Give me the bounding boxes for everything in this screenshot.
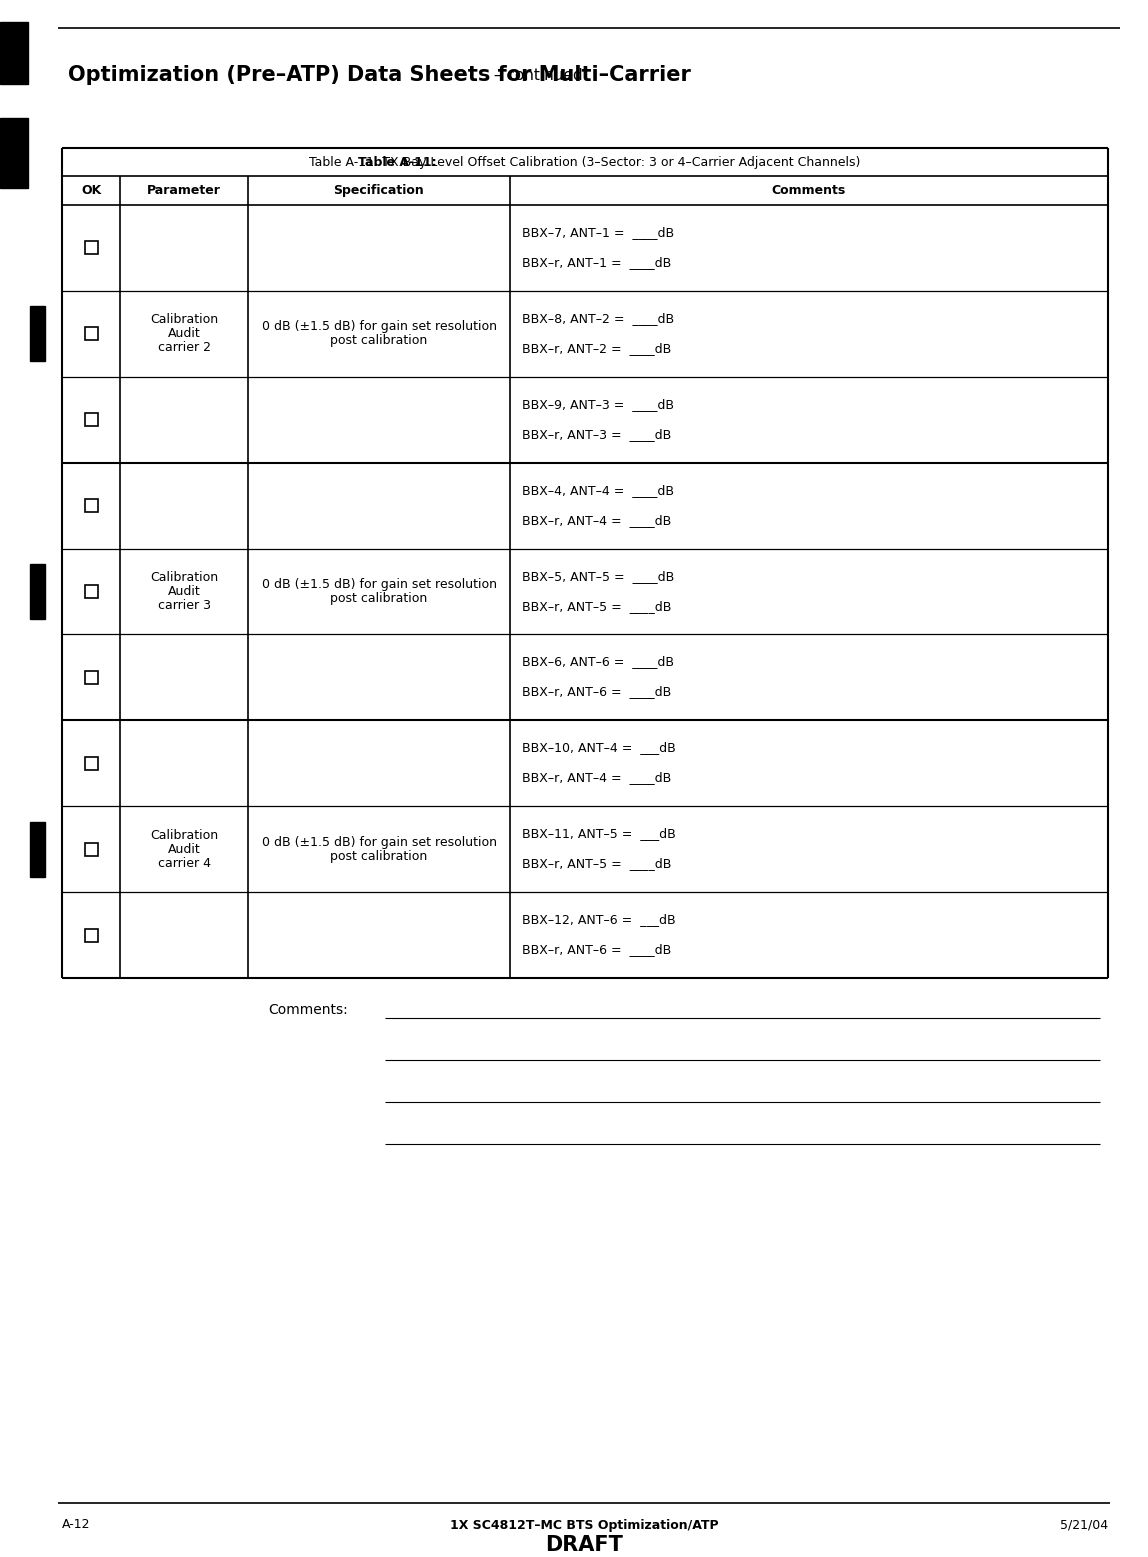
Text: BBX–r, ANT–6 =  ____dB: BBX–r, ANT–6 = ____dB bbox=[522, 685, 672, 699]
Bar bbox=[85, 500, 98, 512]
Bar bbox=[85, 327, 98, 341]
Bar bbox=[0, 118, 28, 188]
Text: Table A-11:: Table A-11: bbox=[358, 156, 437, 168]
Text: Optimization (Pre–ATP) Data Sheets for Multi–Carrier: Optimization (Pre–ATP) Data Sheets for M… bbox=[68, 65, 691, 86]
Text: DRAFT: DRAFT bbox=[545, 1535, 623, 1555]
Bar bbox=[30, 564, 45, 620]
Text: A: A bbox=[7, 44, 21, 62]
Text: Audit: Audit bbox=[168, 327, 201, 341]
Text: BBX–r, ANT–1 =  ____dB: BBX–r, ANT–1 = ____dB bbox=[522, 255, 672, 269]
Text: carrier 2: carrier 2 bbox=[157, 341, 210, 355]
Text: Calibration: Calibration bbox=[150, 828, 218, 842]
Bar bbox=[85, 842, 98, 856]
Text: BBX–r, ANT–2 =  ____dB: BBX–r, ANT–2 = ____dB bbox=[522, 343, 672, 355]
Bar bbox=[85, 241, 98, 254]
Text: BBX–r, ANT–6 =  ____dB: BBX–r, ANT–6 = ____dB bbox=[522, 944, 672, 956]
Text: BBX–9, ANT–3 =  ____dB: BBX–9, ANT–3 = ____dB bbox=[522, 397, 674, 411]
Text: OK: OK bbox=[80, 184, 101, 198]
Text: BBX–7, ANT–1 =  ____dB: BBX–7, ANT–1 = ____dB bbox=[522, 226, 674, 238]
Text: 5/21/04: 5/21/04 bbox=[1060, 1518, 1108, 1532]
Text: post calibration: post calibration bbox=[331, 592, 427, 606]
Text: 0 dB (±1.5 dB) for gain set resolution: 0 dB (±1.5 dB) for gain set resolution bbox=[262, 321, 496, 333]
Text: BBX–11, ANT–5 =  ___dB: BBX–11, ANT–5 = ___dB bbox=[522, 827, 676, 841]
Text: BBX–6, ANT–6 =  ____dB: BBX–6, ANT–6 = ____dB bbox=[522, 655, 674, 668]
Text: Specification: Specification bbox=[334, 184, 425, 198]
Text: Table A-11: TX Bay Level Offset Calibration (3–Sector: 3 or 4–Carrier Adjacent C: Table A-11: TX Bay Level Offset Calibrat… bbox=[309, 156, 861, 168]
Text: BBX–12, ANT–6 =  ___dB: BBX–12, ANT–6 = ___dB bbox=[522, 912, 676, 926]
Bar bbox=[30, 307, 45, 361]
Text: BBX–r, ANT–3 =  ____dB: BBX–r, ANT–3 = ____dB bbox=[522, 428, 672, 441]
Bar bbox=[85, 928, 98, 942]
Bar bbox=[30, 822, 45, 877]
Text: Parameter: Parameter bbox=[147, 184, 220, 198]
Text: post calibration: post calibration bbox=[331, 335, 427, 347]
Text: carrier 3: carrier 3 bbox=[157, 599, 210, 612]
Text: BBX–8, ANT–2 =  ____dB: BBX–8, ANT–2 = ____dB bbox=[522, 311, 674, 325]
Bar bbox=[0, 22, 28, 84]
Bar bbox=[85, 585, 98, 598]
Text: Comments: Comments bbox=[771, 184, 846, 198]
Bar bbox=[85, 757, 98, 769]
Text: Audit: Audit bbox=[168, 842, 201, 856]
Bar bbox=[85, 413, 98, 427]
Text: 1X SC4812T–MC BTS Optimization/ATP: 1X SC4812T–MC BTS Optimization/ATP bbox=[450, 1518, 719, 1532]
Text: Audit: Audit bbox=[168, 585, 201, 598]
Text: BBX–r, ANT–4 =  ____dB: BBX–r, ANT–4 = ____dB bbox=[522, 514, 672, 526]
Text: Comments:: Comments: bbox=[267, 1003, 348, 1017]
Text: – continued: – continued bbox=[489, 67, 583, 83]
Text: BBX–r, ANT–4 =  ____dB: BBX–r, ANT–4 = ____dB bbox=[522, 771, 672, 785]
Text: BBX–r, ANT–5 =  ____dB: BBX–r, ANT–5 = ____dB bbox=[522, 858, 672, 870]
Text: 0 dB (±1.5 dB) for gain set resolution: 0 dB (±1.5 dB) for gain set resolution bbox=[262, 836, 496, 849]
Text: A-12: A-12 bbox=[62, 1518, 91, 1532]
Text: BBX–r, ANT–5 =  ____dB: BBX–r, ANT–5 = ____dB bbox=[522, 599, 672, 612]
Text: Calibration: Calibration bbox=[150, 313, 218, 327]
Bar bbox=[85, 671, 98, 684]
Text: carrier 4: carrier 4 bbox=[157, 856, 210, 870]
Text: 0 dB (±1.5 dB) for gain set resolution: 0 dB (±1.5 dB) for gain set resolution bbox=[262, 578, 496, 592]
Text: BBX–5, ANT–5 =  ____dB: BBX–5, ANT–5 = ____dB bbox=[522, 570, 674, 582]
Text: BBX–4, ANT–4 =  ____dB: BBX–4, ANT–4 = ____dB bbox=[522, 484, 674, 497]
Text: Calibration: Calibration bbox=[150, 571, 218, 584]
Text: BBX–10, ANT–4 =  ___dB: BBX–10, ANT–4 = ___dB bbox=[522, 741, 676, 754]
Text: post calibration: post calibration bbox=[331, 850, 427, 863]
